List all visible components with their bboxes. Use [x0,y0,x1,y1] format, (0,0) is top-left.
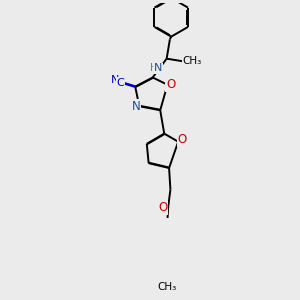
Text: C: C [117,78,124,88]
Text: CH₃: CH₃ [182,56,202,66]
Text: O: O [178,133,187,146]
Text: N: N [154,63,162,73]
Text: N: N [111,75,119,85]
Text: CH₃: CH₃ [157,282,177,292]
Text: O: O [158,201,167,214]
Text: H: H [150,63,158,73]
Text: O: O [166,78,175,91]
Text: N: N [132,100,140,113]
